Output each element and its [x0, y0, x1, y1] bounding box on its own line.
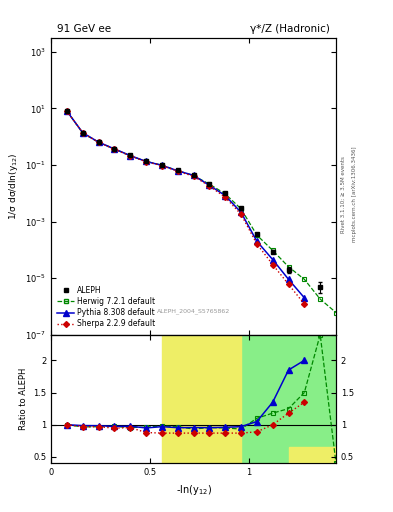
Y-axis label: Ratio to ALEPH: Ratio to ALEPH: [18, 368, 28, 430]
Text: γ*/Z (Hadronic): γ*/Z (Hadronic): [250, 24, 330, 34]
Text: Rivet 3.1.10; ≥ 3.5M events: Rivet 3.1.10; ≥ 3.5M events: [341, 156, 346, 233]
Bar: [288, 447, 336, 463]
Bar: [225, 334, 336, 463]
Text: ALEPH_2004_S5765862: ALEPH_2004_S5765862: [157, 308, 230, 314]
Text: 91 GeV ee: 91 GeV ee: [57, 24, 111, 34]
Bar: [162, 334, 241, 463]
Text: mcplots.cern.ch [arXiv:1306.3436]: mcplots.cern.ch [arXiv:1306.3436]: [352, 147, 357, 242]
X-axis label: -ln(y$_{12}$): -ln(y$_{12}$): [176, 483, 211, 497]
Legend: ALEPH, Herwig 7.2.1 default, Pythia 8.308 default, Sherpa 2.2.9 default: ALEPH, Herwig 7.2.1 default, Pythia 8.30…: [55, 283, 158, 331]
Y-axis label: 1/σ dσ/dln(y$_{12}$): 1/σ dσ/dln(y$_{12}$): [7, 153, 20, 220]
